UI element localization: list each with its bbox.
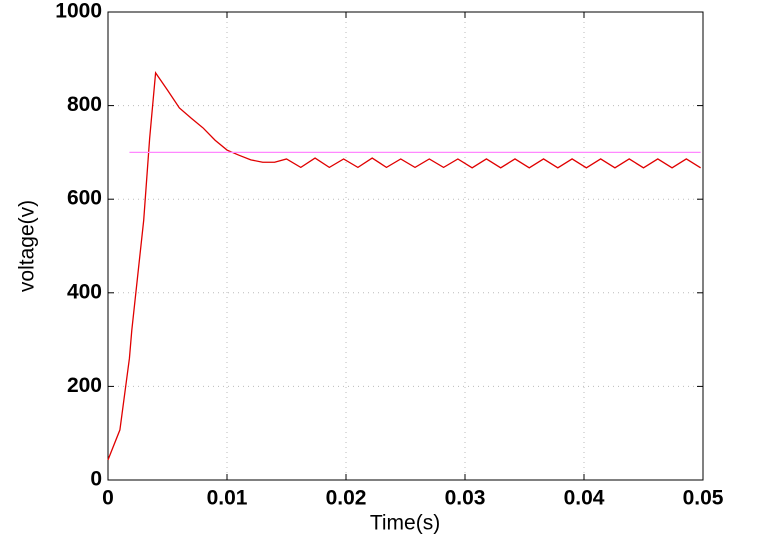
y-tick-label: 0 [90,468,102,491]
y-tick-label: 600 [67,187,102,210]
x-tick-label: 0.04 [564,487,605,510]
x-tick-label: 0 [102,487,114,510]
y-tick-label: 200 [67,374,102,397]
x-axis-label: Time(s) [370,512,440,535]
y-tick-label: 1000 [55,0,102,23]
plot-frame [107,11,704,481]
x-tick-label: 0.03 [445,487,486,510]
x-tick-label: 0.05 [683,487,724,510]
y-tick-label: 800 [67,93,102,116]
x-tick-label: 0.02 [326,487,367,510]
y-tick-label: 400 [67,280,102,303]
x-tick-label: 0.01 [207,487,248,510]
y-axis-label: voltage(v) [16,200,39,292]
data-line [107,70,701,461]
